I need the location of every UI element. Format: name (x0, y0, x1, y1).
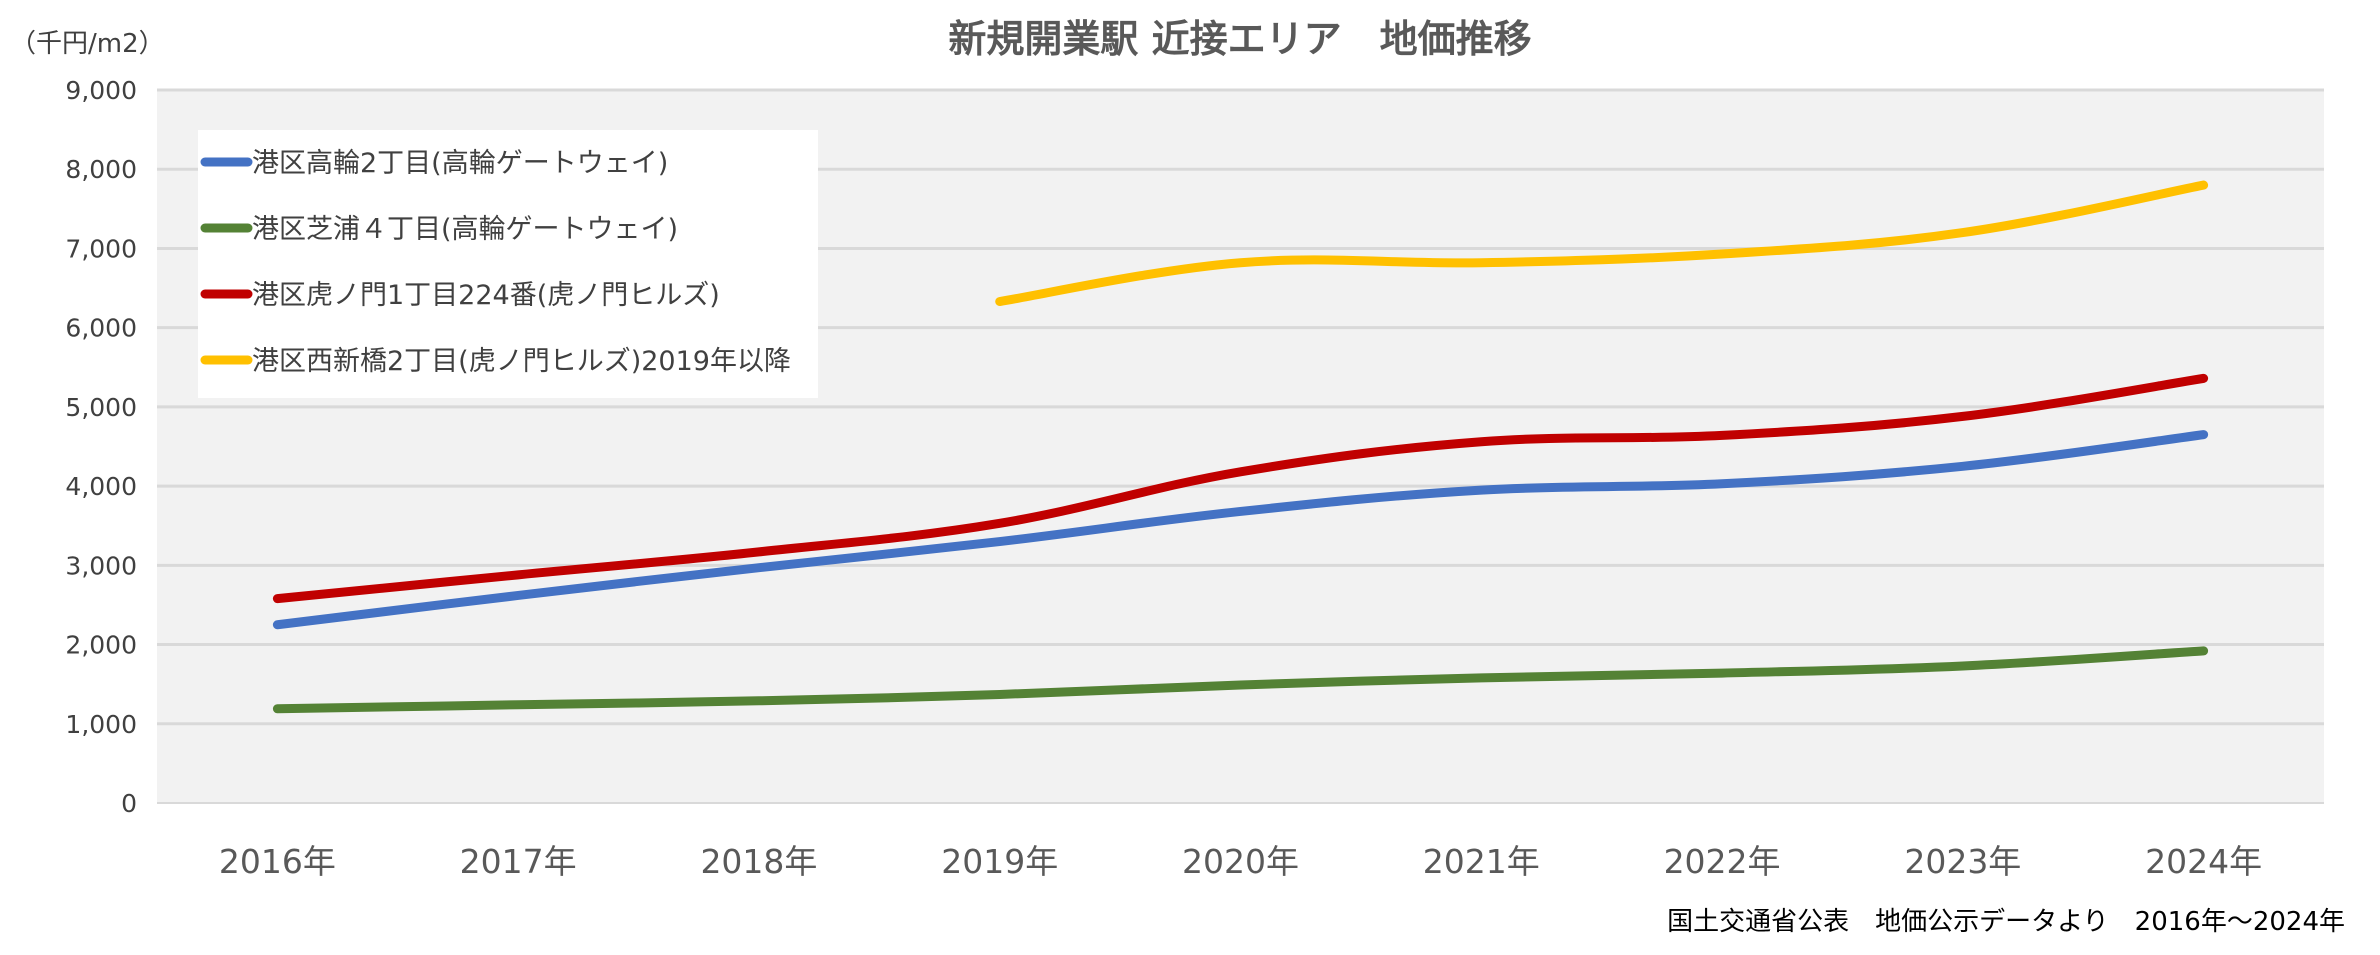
series-line-3 (272, 373, 2209, 604)
y-tick-label: 1,000 (65, 710, 137, 739)
x-tick-label: 2022年 (1664, 842, 1781, 881)
x-tick-label: 2020年 (1182, 842, 1299, 881)
y-axis: 0 1,000 2,000 3,000 4,000 5,000 6,000 7,000 8,00… (65, 76, 137, 818)
x-tick-label: 2016年 (219, 842, 336, 881)
y-axis-unit: （千円/m2） (10, 29, 165, 59)
source-note: 国土交通省公表 地価公示データより 2016年～2024年 (1667, 907, 2345, 937)
y-tick-label: 3,000 (65, 551, 137, 580)
x-axis: 2016年 2017年 2018年 2019年 2020年 2021年 2022年 2023年… (219, 842, 2262, 881)
legend: 港区高輪2丁目(高輪ゲートウェイ) 港区芝浦４丁目(高輪ゲートウェイ) 港区虎ノ門1… (198, 130, 818, 398)
y-tick-label: 5,000 (65, 393, 137, 422)
chart-title: 新規開業駅 近接エリア 地価推移 (948, 17, 1531, 61)
y-tick-label: 8,000 (65, 155, 137, 184)
x-tick-label: 2017年 (460, 842, 577, 881)
x-tick-label: 2018年 (700, 842, 817, 881)
y-tick-label: 6,000 (65, 314, 137, 343)
x-tick-label: 2024年 (2145, 842, 2262, 881)
y-tick-label: 9,000 (65, 76, 137, 105)
y-tick-label: 7,000 (65, 234, 137, 263)
y-tick-label: 2,000 (65, 631, 137, 660)
legend-box (198, 130, 818, 398)
x-tick-label: 2019年 (941, 842, 1058, 881)
series-line-4 (995, 180, 2209, 307)
y-tick-label: 4,000 (65, 472, 137, 501)
series-line-1 (272, 430, 2209, 630)
legend-label-3: 港区虎ノ門1丁目224番(虎ノ門ヒルズ) (252, 280, 720, 311)
y-tick-label: 0 (121, 789, 137, 818)
series-lines (272, 180, 2209, 714)
legend-label-4: 港区西新橋2丁目(虎ノ門ヒルズ)2019年以降 (252, 346, 791, 377)
legend-label-1: 港区高輪2丁目(高輪ゲートウェイ) (252, 148, 668, 179)
x-tick-label: 2021年 (1423, 842, 1540, 881)
series-line-2 (272, 646, 2209, 714)
x-tick-label: 2023年 (1904, 842, 2021, 881)
legend-label-2: 港区芝浦４丁目(高輪ゲートウェイ) (252, 214, 678, 245)
